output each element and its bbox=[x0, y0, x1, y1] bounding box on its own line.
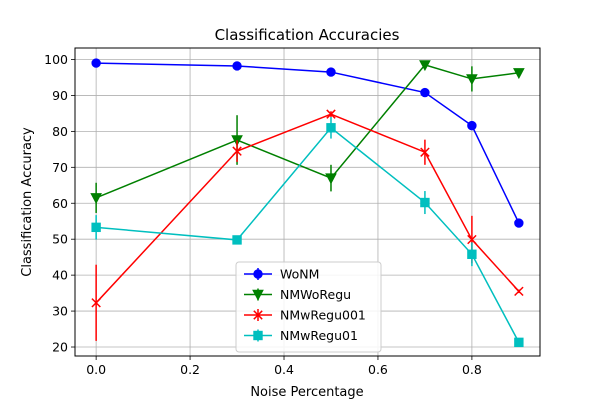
data-point bbox=[467, 120, 477, 131]
series-layer bbox=[90, 58, 525, 348]
grid bbox=[75, 48, 540, 356]
y-tick-label: 100 bbox=[44, 52, 68, 67]
legend-label: NMwRegu01 bbox=[280, 328, 358, 343]
legend-entry: WoNM bbox=[244, 267, 319, 282]
data-point bbox=[467, 249, 477, 259]
x-tick-label: 0.0 bbox=[86, 362, 106, 377]
y-tick-label: 70 bbox=[52, 160, 68, 175]
legend-box bbox=[235, 261, 382, 353]
data-point-stroke bbox=[326, 109, 336, 119]
data-point bbox=[514, 218, 524, 228]
legend-label: NMwRegu001 bbox=[280, 308, 366, 323]
legend-marker bbox=[252, 289, 264, 301]
legend-label: NMWoRegu bbox=[280, 287, 351, 302]
data-point bbox=[420, 147, 430, 157]
series-line bbox=[95, 64, 519, 199]
data-point bbox=[326, 109, 336, 119]
data-point bbox=[514, 286, 524, 297]
chart-title: Classification Accuracies bbox=[215, 26, 400, 44]
data-point bbox=[513, 68, 525, 80]
x-axis-label: Noise Percentage bbox=[250, 385, 363, 400]
legend-label: WoNM bbox=[280, 267, 319, 282]
data-point bbox=[91, 58, 101, 68]
data-point bbox=[90, 193, 102, 205]
series-WoNM bbox=[91, 58, 524, 228]
legend-marker-stroke bbox=[253, 310, 263, 320]
data-point bbox=[420, 197, 430, 208]
series-line bbox=[95, 113, 520, 304]
x-tick-label: 0.4 bbox=[274, 362, 294, 377]
data-point bbox=[326, 123, 336, 133]
ticks: 0.0 0.2 0.4 0.6 0.8 20 30 40 50 60 70 80 90 100 bbox=[44, 52, 482, 377]
data-point-stroke bbox=[467, 234, 477, 245]
plot-frame bbox=[74, 47, 541, 357]
y-tick-label: 90 bbox=[52, 88, 68, 103]
y-tick-label: 20 bbox=[52, 340, 68, 355]
data-point-stroke bbox=[514, 286, 524, 297]
series-NMwRegu01 bbox=[91, 117, 524, 348]
data-point bbox=[325, 173, 337, 185]
legend-entry: NMwRegu001 bbox=[244, 308, 366, 323]
legend: WoNM NMWoRegu NMwRegu001 NMwRegu01 bbox=[235, 261, 382, 353]
data-point bbox=[326, 67, 336, 77]
y-tick-label: 30 bbox=[52, 304, 68, 319]
x-tick-label: 0.6 bbox=[368, 362, 388, 377]
data-point-stroke bbox=[420, 147, 430, 157]
data-point bbox=[91, 222, 101, 233]
legend-entry: NMWoRegu bbox=[244, 287, 351, 302]
y-tick-label: 40 bbox=[52, 268, 68, 283]
series-line bbox=[96, 62, 520, 224]
data-point bbox=[232, 61, 242, 71]
data-point bbox=[419, 60, 431, 72]
data-point-stroke bbox=[232, 146, 242, 156]
series-NMwRegu001 bbox=[91, 109, 524, 341]
data-point bbox=[514, 337, 524, 348]
y-axis-label: Classification Accuracy bbox=[20, 127, 35, 277]
data-point bbox=[91, 298, 101, 308]
y-tick-label: 80 bbox=[52, 124, 68, 139]
x-tick-label: 0.8 bbox=[462, 362, 482, 377]
series-line bbox=[96, 126, 520, 343]
data-point bbox=[420, 87, 430, 98]
data-point bbox=[232, 235, 242, 245]
legend-entry: NMwRegu01 bbox=[244, 328, 358, 343]
y-tick-label: 60 bbox=[52, 196, 68, 211]
data-point bbox=[467, 234, 477, 245]
x-tick-label: 0.2 bbox=[180, 362, 200, 377]
data-point bbox=[232, 146, 242, 156]
y-tick-label: 50 bbox=[52, 232, 68, 247]
data-point-stroke bbox=[91, 298, 101, 308]
legend-marker bbox=[253, 330, 263, 341]
legend-marker bbox=[253, 269, 263, 279]
data-point bbox=[466, 74, 478, 86]
legend-marker bbox=[253, 310, 263, 320]
